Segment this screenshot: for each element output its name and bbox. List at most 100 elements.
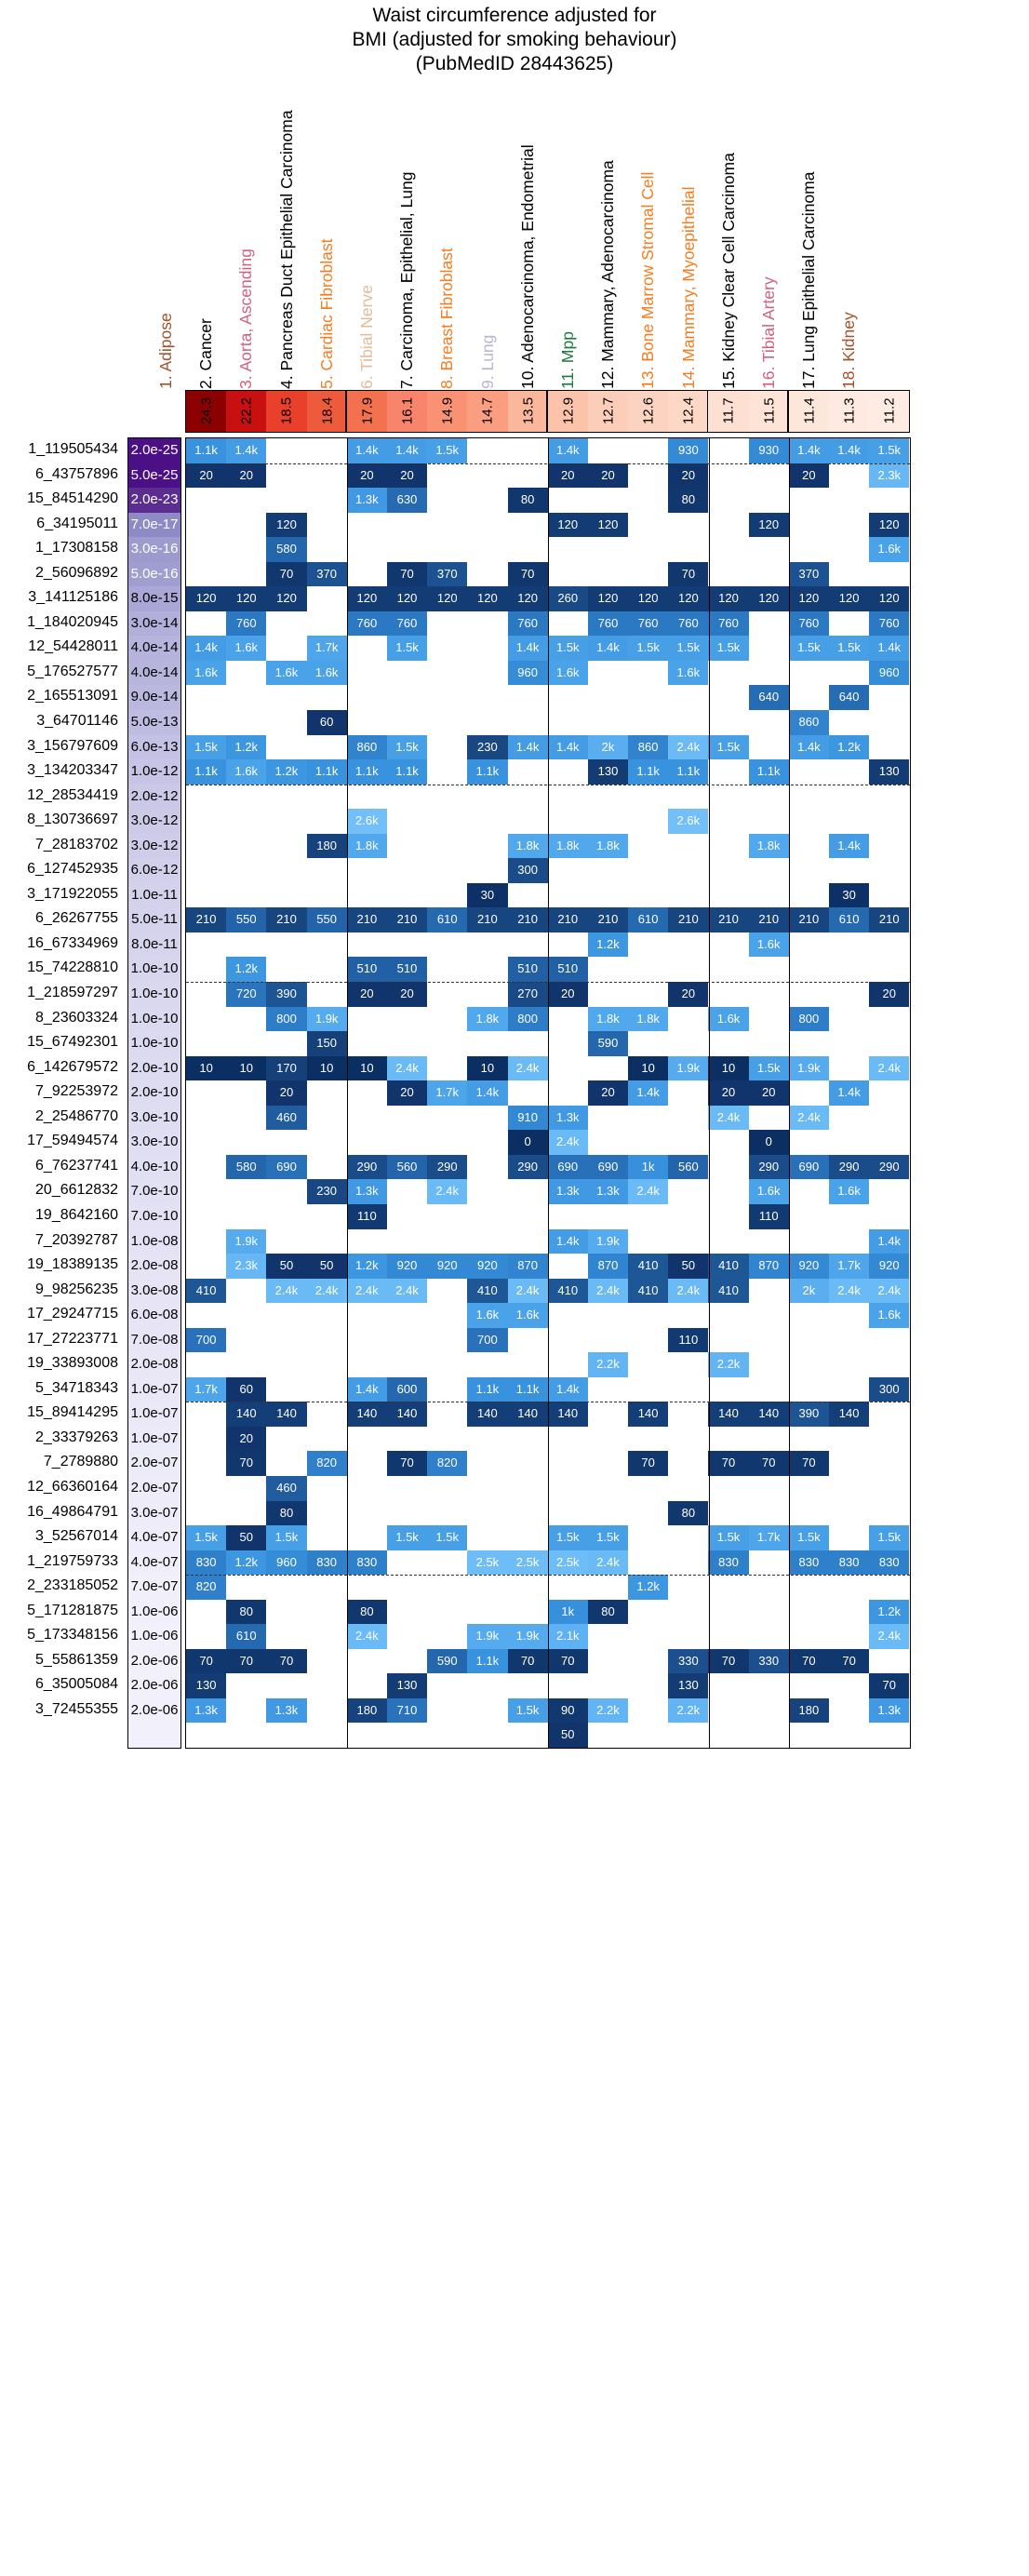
heatmap-cell: 80: [587, 1599, 629, 1625]
heatmap-cell: [226, 1031, 266, 1056]
heatmap-cell: 930: [748, 438, 789, 463]
heatmap-cell: [387, 1501, 427, 1526]
heatmap-cell: [427, 1130, 467, 1155]
heatmap-cell: [668, 1427, 708, 1452]
column-group-separator: [547, 809, 549, 834]
heatmap-cell: 1.1k: [668, 759, 709, 785]
heatmap-cell: 70: [507, 561, 548, 587]
heatmap-cell: 290: [507, 1154, 548, 1180]
heatmap-cell: 1.6k: [748, 1179, 789, 1204]
heatmap-cell: 640: [829, 685, 870, 711]
pvalue-cell: 5.0e-25: [128, 463, 180, 489]
heatmap-cell: 1.3k: [547, 1105, 588, 1131]
heatmap-cell: [467, 488, 507, 513]
heatmap-cell: 2.4k: [547, 1130, 588, 1155]
heatmap-cell: 140: [386, 1402, 428, 1427]
column-group-separator: [346, 1254, 348, 1279]
column-group-separator: [346, 1426, 348, 1452]
heatmap-cell: 1.6k: [507, 1303, 548, 1328]
heatmap-cell: [266, 1130, 306, 1155]
column-group-separator: [789, 907, 791, 932]
heatmap-cell: [186, 932, 226, 958]
heatmap-cell: [387, 1303, 427, 1328]
heatmap-cell: [387, 834, 427, 859]
heatmap-cell: [427, 1723, 467, 1748]
heatmap-cell: [307, 1575, 347, 1600]
heatmap-cell: [387, 858, 427, 883]
heatmap-cell: 580: [226, 1154, 267, 1180]
column-group-separator: [547, 1673, 549, 1698]
heatmap-cell: [467, 562, 507, 587]
heatmap-cell: [186, 1007, 226, 1032]
heatmap-cell: [668, 932, 708, 958]
heatmap-cell: [789, 488, 829, 513]
column-group-separator: [346, 1451, 348, 1476]
heatmap-cell: 20: [386, 1080, 428, 1106]
heatmap-cell: 1.6k: [668, 660, 709, 686]
heatmap-cell: [588, 1106, 628, 1131]
column-group-separator: [708, 710, 710, 735]
heatmap-cell: [789, 1352, 829, 1377]
heatmap-cell: 120: [748, 586, 789, 611]
heatmap-cell: [668, 1377, 708, 1402]
heatmap-cell: [427, 611, 467, 637]
heatmap-cell: [307, 1303, 347, 1328]
heatmap-cell: [869, 1106, 909, 1131]
column-group-separator: [346, 586, 348, 611]
column-group-separator: [789, 1575, 791, 1600]
heatmap-cell: 1.5k: [186, 734, 227, 760]
heatmap-cell: 1.1k: [628, 759, 669, 785]
heatmap-cell: 1.5k: [708, 636, 749, 661]
heatmap-cell: 1.4k: [587, 636, 629, 661]
column-group-separator: [708, 1599, 710, 1625]
heatmap-cell: [789, 883, 829, 908]
heatmap-cell: 290: [829, 1154, 870, 1180]
heatmap-cell: 180: [306, 833, 347, 859]
pvalue-cell: 1.0e-10: [128, 982, 180, 1007]
heatmap-cell: 410: [628, 1254, 669, 1279]
heatmap-cell: [588, 1328, 628, 1353]
column-group-separator: [547, 1352, 549, 1377]
column-group-separator: [789, 1327, 791, 1353]
heatmap-cell: [628, 1723, 668, 1748]
heatmap-cell: [588, 1501, 628, 1526]
heatmap-cell: [668, 1600, 708, 1625]
heatmap-cell: [427, 1476, 467, 1501]
heatmap-cell: [789, 1377, 829, 1402]
heatmap-cell: [588, 661, 628, 686]
column-group-separator: [708, 660, 710, 686]
heatmap-cell: [467, 809, 507, 834]
heatmap-cell: [829, 759, 869, 785]
heatmap-cell: [789, 982, 829, 1007]
column-group-separator: [708, 1550, 710, 1576]
column-group-separator: [346, 1228, 348, 1254]
heatmap-cell: 20: [788, 463, 829, 489]
heatmap-cell: 140: [467, 1402, 508, 1427]
heatmap-cell: 20: [668, 982, 709, 1007]
heatmap-cell: 110: [748, 1203, 789, 1229]
heatmap-cell: [508, 1600, 548, 1625]
heatmap-cell: [307, 1525, 347, 1550]
heatmap-cell: [628, 1525, 668, 1550]
heatmap-cell: [427, 858, 467, 883]
column-group-separator: [708, 512, 710, 538]
heatmap-cell: [588, 1427, 628, 1452]
heatmap-cell: [789, 1501, 829, 1526]
column-group-separator: [708, 1648, 710, 1674]
heatmap-cell: [387, 1204, 427, 1229]
heatmap-cell: [588, 1476, 628, 1501]
pvalue-cell: 1.0e-06: [128, 1624, 180, 1649]
column-group-separator: [789, 1154, 791, 1180]
heatmap-cell: 1.5k: [668, 636, 709, 661]
heatmap-cell: [668, 1007, 708, 1032]
pvalue-cell: 2.0e-10: [128, 1055, 180, 1081]
column-group-separator: [547, 1031, 549, 1056]
heatmap-cell: [307, 1377, 347, 1402]
heatmap-cell: [869, 1031, 909, 1056]
heatmap-cell: 1.2k: [346, 1254, 387, 1279]
heatmap-cell: 120: [829, 586, 870, 611]
heatmap-cell: 1.6k: [467, 1303, 508, 1328]
heatmap-cell: [427, 809, 467, 834]
heatmap-cell: [347, 1427, 387, 1452]
heatmap-cell: [266, 1673, 306, 1698]
